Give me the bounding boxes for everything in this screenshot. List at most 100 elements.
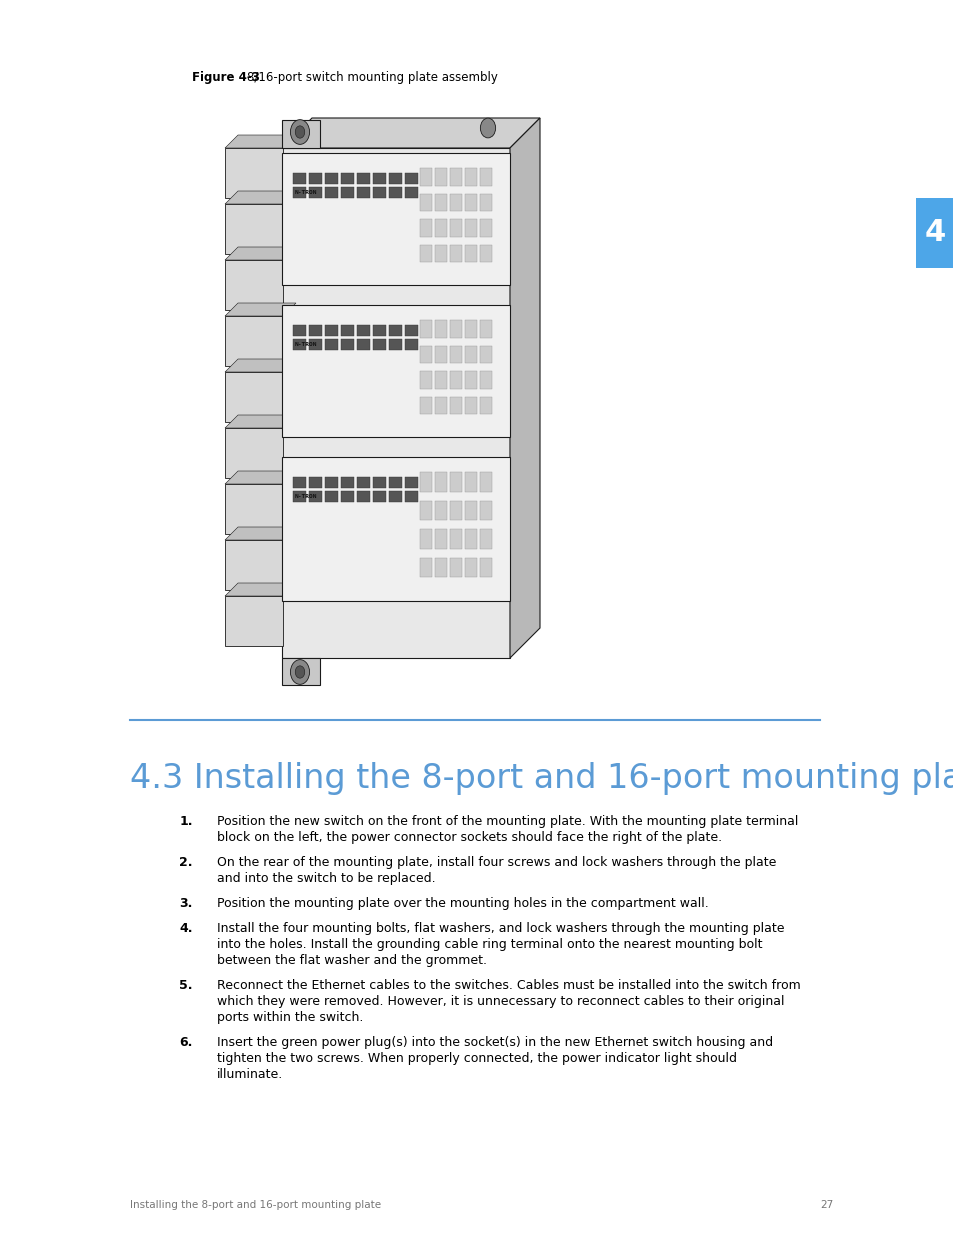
Polygon shape: [373, 492, 386, 501]
Polygon shape: [309, 325, 322, 336]
Polygon shape: [225, 597, 283, 646]
Polygon shape: [293, 186, 306, 198]
Text: Position the mounting plate over the mounting holes in the compartment wall.: Position the mounting plate over the mou…: [216, 897, 708, 910]
Polygon shape: [389, 186, 401, 198]
Polygon shape: [309, 492, 322, 501]
Polygon shape: [309, 173, 322, 184]
Polygon shape: [464, 370, 476, 389]
Text: 27: 27: [820, 1200, 832, 1210]
Polygon shape: [435, 245, 447, 262]
Polygon shape: [435, 320, 447, 338]
Text: Figure 4-3: Figure 4-3: [192, 72, 268, 84]
Polygon shape: [405, 338, 417, 350]
Polygon shape: [419, 320, 432, 338]
Polygon shape: [464, 396, 476, 415]
Polygon shape: [479, 370, 492, 389]
Polygon shape: [225, 359, 295, 372]
Polygon shape: [435, 346, 447, 363]
Polygon shape: [464, 529, 476, 548]
Text: N-TRON: N-TRON: [294, 190, 317, 195]
Polygon shape: [356, 492, 370, 501]
Polygon shape: [450, 472, 461, 492]
Polygon shape: [450, 194, 461, 211]
Text: Reconnect the Ethernet cables to the switches. Cables must be installed into the: Reconnect the Ethernet cables to the swi…: [216, 979, 800, 992]
Polygon shape: [225, 303, 295, 316]
Polygon shape: [356, 325, 370, 336]
Polygon shape: [340, 173, 354, 184]
Text: Install the four mounting bolts, flat washers, and lock washers through the moun: Install the four mounting bolts, flat wa…: [216, 923, 783, 935]
Circle shape: [290, 120, 309, 144]
Polygon shape: [464, 320, 476, 338]
Text: and into the switch to be replaced.: and into the switch to be replaced.: [216, 872, 436, 885]
Polygon shape: [479, 557, 492, 578]
Polygon shape: [282, 120, 319, 148]
Polygon shape: [450, 557, 461, 578]
Polygon shape: [225, 429, 283, 478]
Polygon shape: [464, 219, 476, 237]
Polygon shape: [479, 472, 492, 492]
Circle shape: [294, 126, 304, 138]
Polygon shape: [225, 540, 283, 590]
Polygon shape: [405, 325, 417, 336]
Polygon shape: [405, 492, 417, 501]
Polygon shape: [225, 191, 295, 204]
Polygon shape: [373, 325, 386, 336]
Text: 4.: 4.: [179, 923, 193, 935]
Polygon shape: [356, 186, 370, 198]
Polygon shape: [435, 529, 447, 548]
Polygon shape: [282, 148, 510, 658]
Polygon shape: [450, 346, 461, 363]
Polygon shape: [356, 173, 370, 184]
Text: tighten the two screws. When properly connected, the power indicator light shoul: tighten the two screws. When properly co…: [216, 1052, 737, 1065]
Polygon shape: [405, 477, 417, 488]
Polygon shape: [389, 173, 401, 184]
Polygon shape: [419, 194, 432, 211]
Polygon shape: [450, 500, 461, 520]
Text: between the flat washer and the grommet.: between the flat washer and the grommet.: [216, 953, 486, 967]
Text: block on the left, the power connector sockets should face the right of the plat: block on the left, the power connector s…: [216, 831, 721, 844]
Polygon shape: [450, 320, 461, 338]
Polygon shape: [293, 338, 306, 350]
Polygon shape: [479, 320, 492, 338]
Polygon shape: [464, 472, 476, 492]
Polygon shape: [419, 168, 432, 185]
Polygon shape: [340, 492, 354, 501]
Polygon shape: [479, 396, 492, 415]
Polygon shape: [309, 477, 322, 488]
Polygon shape: [419, 472, 432, 492]
Polygon shape: [450, 168, 461, 185]
Polygon shape: [282, 153, 510, 285]
Polygon shape: [479, 500, 492, 520]
Polygon shape: [479, 529, 492, 548]
Polygon shape: [373, 477, 386, 488]
FancyBboxPatch shape: [915, 198, 953, 268]
Text: On the rear of the mounting plate, install four screws and lock washers through : On the rear of the mounting plate, insta…: [216, 856, 776, 869]
Circle shape: [294, 666, 304, 678]
Polygon shape: [464, 168, 476, 185]
Polygon shape: [225, 204, 283, 254]
Polygon shape: [325, 338, 337, 350]
Text: which they were removed. However, it is unnecessary to reconnect cables to their: which they were removed. However, it is …: [216, 995, 783, 1008]
Polygon shape: [435, 168, 447, 185]
Text: 8/16-port switch mounting plate assembly: 8/16-port switch mounting plate assembly: [247, 72, 497, 84]
Polygon shape: [325, 492, 337, 501]
Text: 2.: 2.: [179, 856, 193, 869]
Polygon shape: [464, 557, 476, 578]
Polygon shape: [450, 396, 461, 415]
Polygon shape: [419, 529, 432, 548]
Text: 4: 4: [923, 219, 944, 247]
Polygon shape: [340, 186, 354, 198]
Text: 3.: 3.: [179, 897, 193, 910]
Polygon shape: [435, 500, 447, 520]
Polygon shape: [479, 346, 492, 363]
Polygon shape: [225, 316, 283, 366]
Polygon shape: [389, 338, 401, 350]
Polygon shape: [373, 173, 386, 184]
Polygon shape: [419, 396, 432, 415]
Polygon shape: [340, 338, 354, 350]
Polygon shape: [282, 457, 510, 601]
Text: N-TRON: N-TRON: [294, 342, 317, 347]
Polygon shape: [225, 261, 283, 310]
Polygon shape: [435, 472, 447, 492]
Polygon shape: [282, 305, 510, 437]
